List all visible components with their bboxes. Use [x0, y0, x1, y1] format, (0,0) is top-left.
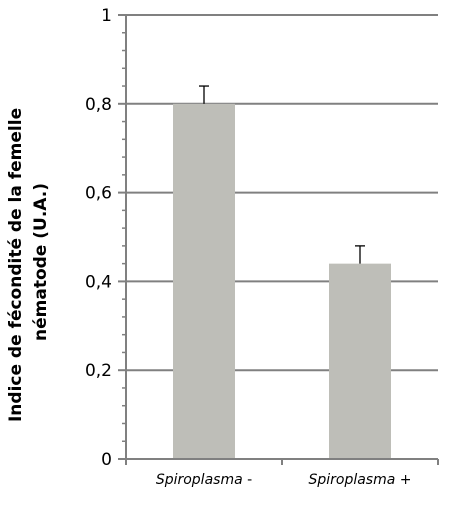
bar: [173, 103, 235, 460]
y-axis-label-line-1: Indice de fécondité de la femelle: [6, 108, 26, 422]
y-ticks: 0 0,2 0,4 0,6 0,8 1: [85, 6, 126, 470]
x-category-label: Spiroplasma +: [308, 472, 411, 488]
y-tick-label: 0,6: [85, 184, 112, 204]
y-axis-label-line-2: nématode (U.A.): [31, 183, 51, 341]
y-tick-label: 0,8: [85, 95, 112, 115]
x-category-name: Spiroplasma: [308, 472, 395, 488]
gridlines: [126, 14, 438, 372]
bars: [173, 85, 391, 460]
y-tick-label: 0: [101, 450, 112, 470]
y-tick-label: 0,4: [85, 272, 112, 292]
x-category-sign: +: [395, 472, 411, 488]
x-category-label: Spiroplasma -: [156, 472, 252, 488]
x-category-sign: -: [243, 472, 253, 488]
x-categories: Spiroplasma - Spiroplasma +: [125, 459, 439, 488]
x-category-name: Spiroplasma: [156, 472, 243, 488]
y-tick-label: 1: [101, 6, 112, 26]
axes: [121, 15, 438, 464]
y-tick-label: 0,2: [85, 361, 112, 381]
bar: [329, 263, 391, 459]
y-axis-label: Indice de fécondité de la femelle némato…: [6, 102, 51, 422]
